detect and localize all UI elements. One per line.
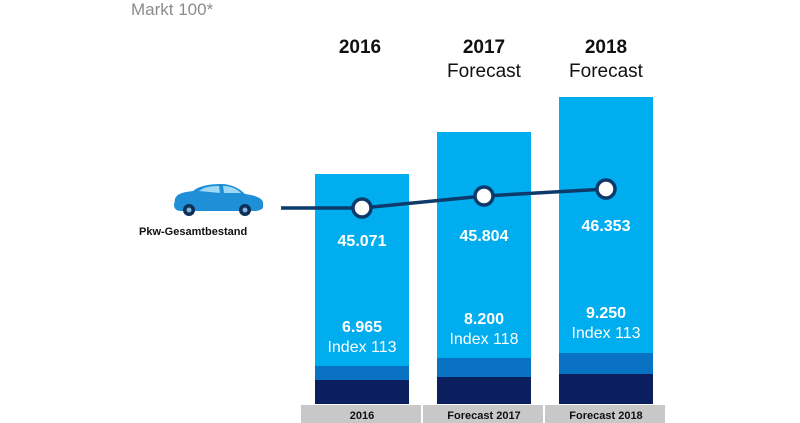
category-label: Forecast 2018 bbox=[569, 410, 642, 422]
column-year: 2016 bbox=[338, 37, 382, 58]
car-label: Pkw-Gesamtbestand bbox=[139, 226, 248, 238]
line-point bbox=[351, 197, 373, 219]
bar-index-label: Index 113 bbox=[327, 339, 396, 356]
category-strip bbox=[545, 405, 665, 423]
bar-value-label: 6.965 bbox=[342, 319, 382, 336]
column-header-2016: 2016 bbox=[290, 36, 430, 60]
bar bbox=[559, 97, 653, 404]
car-icon bbox=[174, 184, 263, 216]
column-header-2018: 2018 Forecast bbox=[536, 36, 676, 84]
category-strip bbox=[423, 405, 543, 423]
bar-index-label: Index 113 bbox=[571, 325, 640, 342]
category-label: Forecast 2017 bbox=[447, 410, 520, 422]
category-label: 2016 bbox=[350, 410, 374, 422]
bar-dark-band bbox=[559, 374, 653, 404]
line-value-label: 45.804 bbox=[460, 228, 509, 245]
bar-dark-band bbox=[437, 377, 531, 404]
column-year: 2018 bbox=[584, 37, 628, 58]
line-point bbox=[473, 185, 495, 207]
column-year: 2017 bbox=[462, 37, 506, 58]
column-sub: Forecast bbox=[447, 61, 521, 82]
category-strip bbox=[301, 405, 421, 423]
bar-value-label: 8.200 bbox=[464, 311, 504, 328]
line-point bbox=[595, 178, 617, 200]
market-note: Markt 100* bbox=[131, 0, 214, 19]
series-line bbox=[281, 187, 607, 210]
line-value-label: 45.071 bbox=[338, 233, 387, 250]
column-header-2017: 2017 Forecast bbox=[414, 36, 554, 84]
bar-index-label: Index 118 bbox=[449, 331, 518, 348]
column-sub: Forecast bbox=[569, 61, 643, 82]
line-value-label: 46.353 bbox=[582, 218, 631, 235]
bar-dark-band bbox=[315, 380, 409, 404]
bar-value-label: 9.250 bbox=[586, 305, 626, 322]
